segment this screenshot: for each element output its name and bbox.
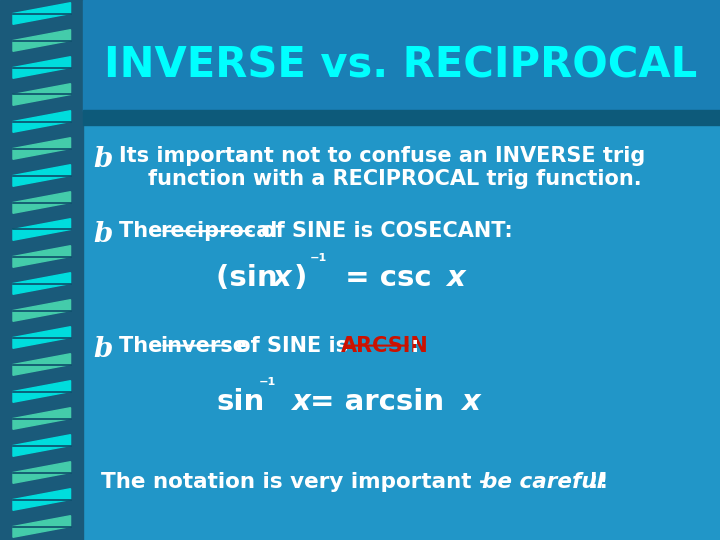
Text: (sin: (sin <box>216 264 288 292</box>
Text: inverse: inverse <box>161 336 248 356</box>
Polygon shape <box>13 30 71 51</box>
Text: ): ) <box>294 264 307 292</box>
Text: ⁻¹: ⁻¹ <box>310 253 327 271</box>
Text: = arcsin: = arcsin <box>310 388 454 416</box>
Polygon shape <box>13 354 71 375</box>
Text: ARCSIN: ARCSIN <box>341 336 428 356</box>
Polygon shape <box>13 489 71 510</box>
Polygon shape <box>13 219 71 240</box>
Text: x: x <box>282 388 311 416</box>
Text: be careful: be careful <box>482 471 604 492</box>
Polygon shape <box>13 57 71 78</box>
Polygon shape <box>13 300 71 321</box>
Text: The: The <box>119 336 169 356</box>
Text: sin: sin <box>216 388 264 416</box>
Bar <box>83 0 720 111</box>
Polygon shape <box>13 462 71 483</box>
Text: of SINE is COSECANT:: of SINE is COSECANT: <box>254 221 513 241</box>
Text: x: x <box>461 388 480 416</box>
Text: ⁻¹: ⁻¹ <box>259 377 276 395</box>
Text: b: b <box>94 146 113 173</box>
Polygon shape <box>13 327 71 348</box>
Polygon shape <box>13 3 71 24</box>
Text: !!: !! <box>589 471 608 492</box>
Text: x: x <box>446 264 465 292</box>
Text: of SINE is: of SINE is <box>229 336 356 356</box>
Polygon shape <box>13 408 71 429</box>
Text: reciprocal: reciprocal <box>161 221 278 241</box>
Text: INVERSE vs. RECIPROCAL: INVERSE vs. RECIPROCAL <box>104 45 698 87</box>
Text: b: b <box>94 336 113 363</box>
Polygon shape <box>13 138 71 159</box>
Text: :: : <box>410 336 419 356</box>
Bar <box>0 0 83 540</box>
Polygon shape <box>13 381 71 402</box>
Polygon shape <box>13 111 71 132</box>
Polygon shape <box>13 192 71 213</box>
Text: = csc: = csc <box>335 264 441 292</box>
Bar <box>83 110 720 125</box>
Text: x: x <box>272 264 291 292</box>
Polygon shape <box>13 165 71 186</box>
Polygon shape <box>13 516 71 537</box>
Text: b: b <box>94 221 113 248</box>
Text: The notation is very important -: The notation is very important - <box>101 471 495 492</box>
Text: The: The <box>119 221 169 241</box>
Polygon shape <box>13 84 71 105</box>
Text: Its important not to confuse an INVERSE trig
    function with a RECIPROCAL trig: Its important not to confuse an INVERSE … <box>119 146 645 189</box>
Polygon shape <box>13 246 71 267</box>
Polygon shape <box>13 435 71 456</box>
Polygon shape <box>13 273 71 294</box>
